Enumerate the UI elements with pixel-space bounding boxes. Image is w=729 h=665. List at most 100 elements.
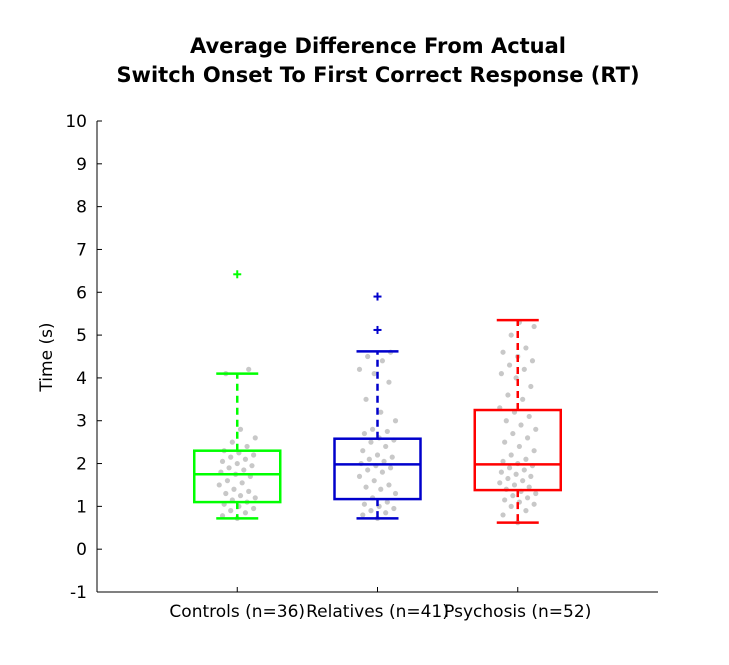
data-point <box>387 465 394 471</box>
data-point <box>520 396 526 402</box>
data-point <box>368 508 374 514</box>
plot-area: -1 0 1 2 3 4 5 6 7 8 9 10 Controls (n=36) Relatives (… <box>65 112 658 622</box>
data-point <box>391 505 397 512</box>
box <box>473 408 562 492</box>
data-point <box>381 458 387 465</box>
data-point <box>368 439 374 445</box>
y-tick-label: 8 <box>76 198 87 218</box>
data-point <box>529 358 536 364</box>
data-point <box>510 493 516 499</box>
data-point <box>513 471 519 477</box>
data-point <box>234 460 240 467</box>
data-point <box>520 478 526 484</box>
data-point <box>360 512 366 518</box>
data-point <box>246 366 252 372</box>
data-point <box>383 510 389 516</box>
chart-title-line-1: Average Difference From Actual <box>190 34 566 58</box>
data-point <box>523 508 529 514</box>
data-point <box>502 439 508 445</box>
data-point <box>498 371 504 377</box>
data-point <box>500 458 506 465</box>
data-point <box>251 505 257 512</box>
y-tick-label: 1 <box>76 497 87 517</box>
data-point <box>389 454 395 460</box>
data-point <box>231 486 237 492</box>
data-point <box>237 493 244 499</box>
data-point <box>360 448 366 454</box>
data-point <box>384 428 390 435</box>
data-point <box>252 495 258 501</box>
y-tick-label: 10 <box>65 112 87 132</box>
y-tick-label: 2 <box>76 455 87 475</box>
chart-title-line-2: Switch Onset To First Correct Response (… <box>116 63 639 87</box>
data-point <box>502 497 508 503</box>
data-point <box>223 490 229 497</box>
data-point <box>526 484 532 490</box>
data-point <box>531 448 537 454</box>
data-point <box>242 456 249 462</box>
data-point <box>508 452 514 458</box>
data-point <box>371 478 377 484</box>
data-point <box>500 349 506 355</box>
data-point <box>365 467 371 473</box>
box <box>333 437 422 501</box>
data-point <box>524 435 531 441</box>
y-tick-label: 9 <box>76 155 87 175</box>
y-tick-label: 7 <box>76 240 87 260</box>
data-point <box>533 426 539 432</box>
data-point <box>506 362 513 368</box>
y-axis-label: Time (s) <box>37 322 57 392</box>
data-point <box>386 482 392 488</box>
data-point <box>531 323 537 330</box>
y-tick-label: 0 <box>76 540 87 560</box>
data-point <box>356 366 363 372</box>
data-point <box>249 463 255 469</box>
data-point <box>379 469 386 475</box>
data-point <box>510 430 516 437</box>
data-point <box>216 482 222 488</box>
data-point <box>524 495 531 501</box>
data-point <box>228 454 234 460</box>
data-point <box>506 465 513 471</box>
y-tick-label: -1 <box>70 583 87 603</box>
data-point <box>361 501 368 507</box>
data-point <box>244 443 250 450</box>
data-point <box>497 480 503 486</box>
data-point <box>378 409 384 415</box>
data-point <box>378 486 384 492</box>
data-point <box>379 358 386 364</box>
data-point <box>366 456 372 462</box>
x-tick-label: Psychosis (n=52) <box>444 602 591 622</box>
data-point <box>219 513 226 519</box>
data-point <box>516 443 522 450</box>
data-point <box>511 482 518 488</box>
data-point <box>518 422 524 428</box>
data-point <box>251 452 257 458</box>
data-point <box>498 469 504 475</box>
data-point <box>224 478 231 484</box>
data-point <box>363 396 369 402</box>
data-point <box>229 439 235 445</box>
data-point <box>505 392 511 398</box>
y-tick-label: 6 <box>76 283 87 303</box>
y-tick-label: 3 <box>76 412 87 432</box>
data-point <box>361 430 368 437</box>
data-point <box>363 484 369 490</box>
data-point <box>503 418 509 424</box>
data-point <box>521 467 527 473</box>
data-point <box>237 426 244 432</box>
x-tick-label: Controls (n=36) <box>169 602 305 622</box>
data-point <box>523 456 529 462</box>
x-tick-label: Relatives (n=41) <box>306 602 449 622</box>
data-point <box>371 371 377 377</box>
data-point <box>252 435 258 441</box>
data-point <box>219 458 226 465</box>
data-point <box>508 503 514 509</box>
data-point <box>241 467 247 473</box>
data-point <box>526 413 532 420</box>
data-point <box>239 480 245 486</box>
data-point <box>242 510 249 516</box>
data-point <box>226 465 232 471</box>
data-point <box>528 473 534 479</box>
